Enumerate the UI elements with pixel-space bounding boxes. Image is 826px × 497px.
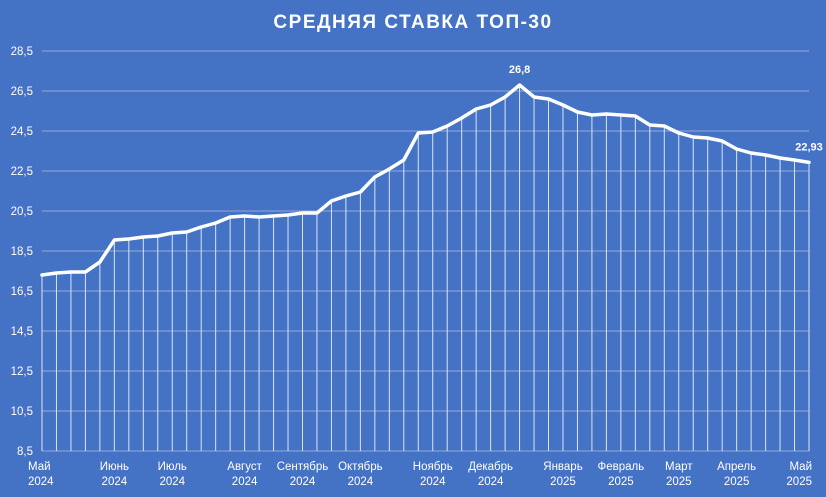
y-tick-label: 18,5 <box>11 246 33 258</box>
x-tick-label: Апрель 2025 <box>717 461 756 488</box>
y-tick-label: 12,5 <box>11 366 33 378</box>
x-tick-label: Март 2025 <box>665 461 693 488</box>
y-tick-label: 16,5 <box>11 286 33 298</box>
y-tick-label: 10,5 <box>11 406 33 418</box>
x-tick-label: Октябрь 2024 <box>338 461 383 488</box>
x-tick-label: Август 2024 <box>227 461 262 488</box>
chart-title: СРЕДНЯЯ СТАВКА ТОП-30 <box>273 12 553 33</box>
x-tick-label: Декабрь 2024 <box>468 461 513 488</box>
data-label: 26,8 <box>509 64 530 76</box>
x-tick-label: Февраль 2025 <box>597 461 644 488</box>
x-tick-label: Июнь 2024 <box>100 461 129 488</box>
y-tick-label: 14,5 <box>11 326 33 338</box>
y-tick-label: 26,5 <box>11 86 33 98</box>
x-tick-label: Ноябрь 2024 <box>413 461 453 488</box>
x-tick-label: Май 2024 <box>28 461 54 488</box>
x-tick-label: Январь 2025 <box>543 461 582 488</box>
y-tick-label: 8,5 <box>17 446 33 458</box>
series-line <box>40 83 811 277</box>
y-tick-label: 22,5 <box>11 166 33 178</box>
y-tick-label: 20,5 <box>11 206 33 218</box>
y-tick-label: 28,5 <box>11 46 33 58</box>
y-tick-label: 24,5 <box>11 126 33 138</box>
x-tick-label: Май 2025 <box>786 461 812 488</box>
x-tick-label: Июль 2024 <box>158 461 187 488</box>
data-label: 22,93 <box>795 141 823 153</box>
x-tick-label: Сентябрь 2024 <box>277 461 329 488</box>
